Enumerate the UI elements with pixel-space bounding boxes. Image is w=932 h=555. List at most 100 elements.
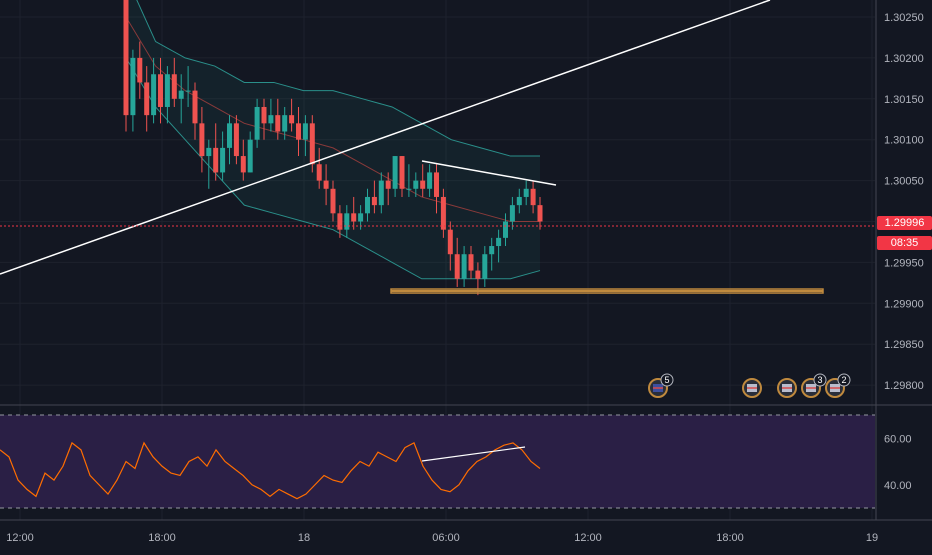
candle-body xyxy=(220,147,226,173)
bollinger-upper xyxy=(136,0,540,157)
event-marker[interactable]: 3 xyxy=(801,373,827,398)
candle-body xyxy=(337,213,343,230)
candle-body xyxy=(461,254,467,279)
rsi-band xyxy=(0,415,875,508)
price-tick-label: 1.30150 xyxy=(884,94,924,106)
time-tick-label: 12:00 xyxy=(574,532,602,544)
candle-body xyxy=(164,74,170,107)
candle-body xyxy=(323,180,329,189)
candle-body xyxy=(330,188,336,214)
candle-body xyxy=(171,74,177,99)
candle-body xyxy=(440,196,446,230)
candle-body xyxy=(516,196,522,206)
current-price-label: 1.29996 xyxy=(884,217,925,229)
candle-body xyxy=(447,229,453,255)
price-tick-label: 1.29800 xyxy=(884,380,924,392)
time-tick-label: 18 xyxy=(298,532,310,544)
countdown-tag: 08:35 xyxy=(877,236,932,250)
candle-body xyxy=(137,57,143,83)
current-price-tag: 1.29996 xyxy=(877,216,932,230)
candle-body xyxy=(351,213,357,222)
price-tick-label: 1.30050 xyxy=(884,176,924,188)
candle-body xyxy=(233,123,239,157)
candle-body xyxy=(275,115,281,132)
candle-body xyxy=(213,147,219,173)
event-marker[interactable] xyxy=(742,378,762,398)
candle-body xyxy=(489,246,495,255)
candle-body xyxy=(496,237,502,247)
candle-body xyxy=(199,123,205,157)
trendline-ascending[interactable] xyxy=(0,0,771,275)
candle-body xyxy=(268,115,274,124)
candle-body xyxy=(192,90,198,124)
countdown-label: 08:35 xyxy=(890,237,919,249)
candle-body xyxy=(123,0,129,116)
price-tick-label: 1.30250 xyxy=(884,12,924,24)
price-tick-label: 1.30100 xyxy=(884,135,924,147)
candle-body xyxy=(392,156,398,189)
candle-body xyxy=(206,147,212,157)
event-count-badge xyxy=(813,373,827,387)
trendline-resistance[interactable] xyxy=(421,160,557,186)
price-tick-label: 1.29950 xyxy=(884,257,924,269)
event-count-label: 2 xyxy=(841,375,846,385)
rsi-divergence-line[interactable] xyxy=(421,446,526,462)
candle-body xyxy=(282,115,288,132)
candle-body xyxy=(475,270,481,279)
candle-body xyxy=(468,254,474,271)
candle-body xyxy=(530,188,536,206)
event-count-badge xyxy=(660,373,674,387)
candle-body xyxy=(316,164,322,181)
candle-body xyxy=(302,123,308,140)
candle-body xyxy=(420,180,426,189)
candle-body xyxy=(434,172,439,197)
candle-body xyxy=(158,74,163,107)
time-tick-label: 12:00 xyxy=(6,532,34,544)
candle-body xyxy=(503,221,508,238)
candle-body xyxy=(289,115,295,124)
economic-events: 5 3 2 xyxy=(648,373,851,398)
candle-body xyxy=(523,188,529,197)
time-tick-label: 06:00 xyxy=(432,532,460,544)
candle-body xyxy=(261,106,267,124)
candle-body xyxy=(144,82,150,116)
candles xyxy=(123,0,543,296)
candle-body xyxy=(309,123,315,165)
candle-body xyxy=(399,156,405,189)
time-tick-label: 19 xyxy=(866,532,878,544)
candle-body xyxy=(247,139,253,173)
candle-body xyxy=(371,196,377,206)
rsi-line xyxy=(0,441,541,500)
candle-body xyxy=(454,254,460,279)
candle-body xyxy=(240,156,246,173)
drawings xyxy=(0,0,875,294)
time-tick-label: 18:00 xyxy=(716,532,744,544)
event-marker[interactable] xyxy=(777,378,797,398)
candle-body xyxy=(178,90,184,99)
rsi-tick-label: 60.00 xyxy=(884,433,912,445)
price-tick-label: 1.29850 xyxy=(884,339,924,351)
event-count-badge xyxy=(837,373,851,387)
candle-body xyxy=(537,205,543,222)
candle-body xyxy=(185,90,191,92)
candle-body xyxy=(406,188,412,190)
candle-body xyxy=(427,172,433,189)
candle-body xyxy=(358,213,364,222)
candle-body xyxy=(378,180,384,206)
candle-body xyxy=(385,180,391,189)
price-tick-label: 1.30200 xyxy=(884,53,924,65)
candle-body xyxy=(413,180,419,189)
event-marker[interactable]: 2 xyxy=(825,373,851,398)
event-marker[interactable]: 5 xyxy=(648,373,674,398)
candle-body xyxy=(151,74,157,116)
rsi-indicator xyxy=(0,414,875,509)
candle-body xyxy=(296,123,301,140)
candle-body xyxy=(344,213,350,230)
price-tick-label: 1.29900 xyxy=(884,298,924,310)
candle-body xyxy=(365,196,370,214)
candle-body xyxy=(482,254,488,279)
candle-body xyxy=(509,205,515,222)
rsi-tick-label: 40.00 xyxy=(884,480,912,492)
